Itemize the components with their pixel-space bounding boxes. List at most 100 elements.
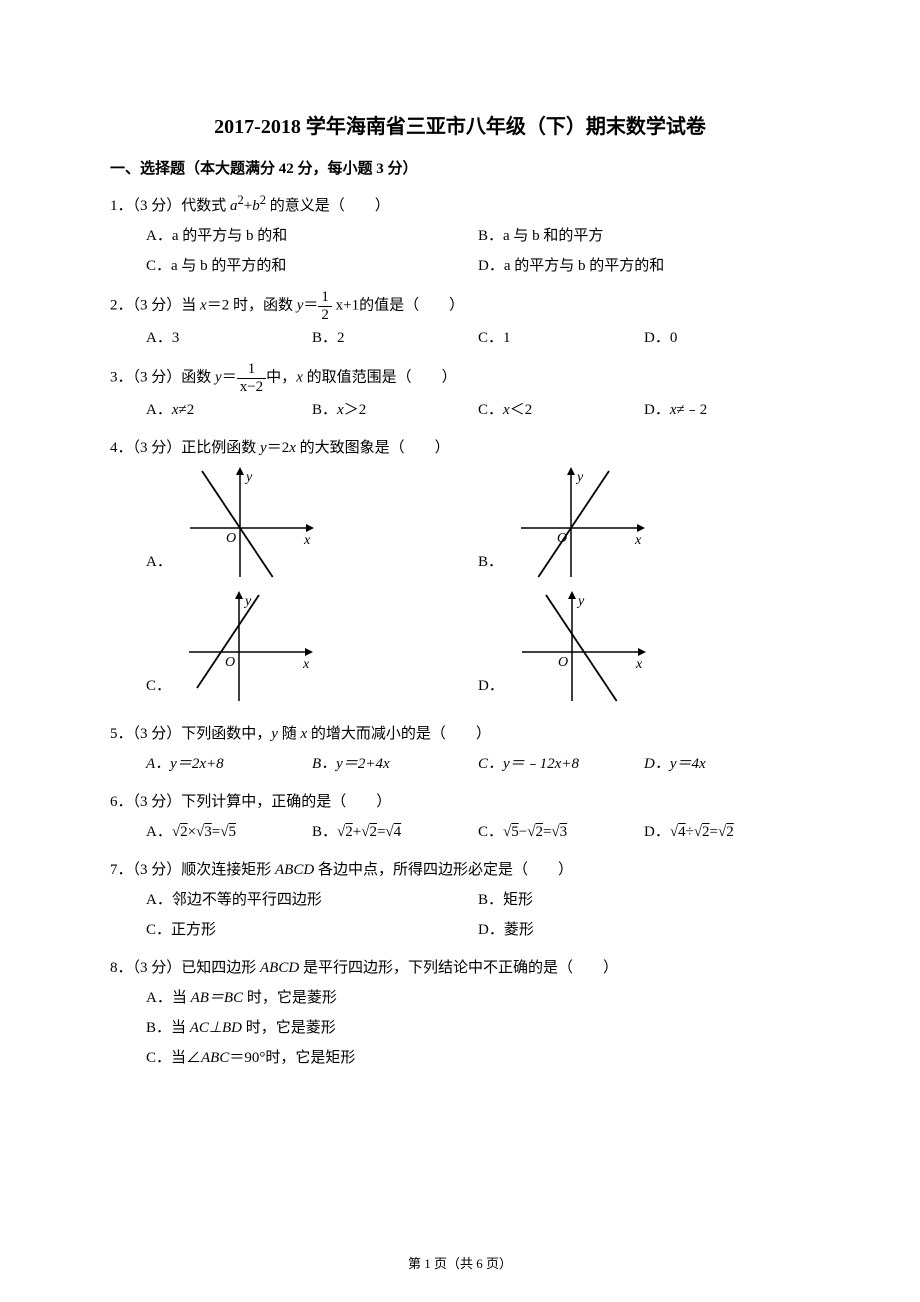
q6-d-pre: D． [644, 824, 670, 840]
q3-y: y [215, 369, 222, 385]
svg-text:y: y [576, 594, 585, 609]
q3-d-post: ≠﹣2 [677, 402, 708, 418]
q5-mid: 随 [278, 726, 301, 742]
q6-b-pre: B． [312, 824, 337, 840]
q8-opt-a: A．当 AB＝BC 时，它是菱形 [146, 983, 810, 1013]
q4-graph-d: yxO [512, 587, 652, 707]
question-4: 4．（3 分）正比例函数 y＝2x 的大致图象是（ ） A． yxO B． yx… [110, 433, 810, 711]
exam-page: 2017-2018 学年海南省三亚市八年级（下）期末数学试卷 一、选择题（本大题… [0, 0, 920, 1302]
q6-d-r: 2 [726, 824, 734, 840]
q1-options: A．a 的平方与 b 的和 B．a 与 b 和的平方 C．a 与 b 的平方的和… [146, 221, 810, 281]
q7-options: A．邻边不等的平行四边形 B．矩形 C．正方形 D．菱形 [146, 885, 810, 945]
q6-c-pre: C． [478, 824, 503, 840]
section-header: 一、选择题（本大题满分 42 分，每小题 3 分） [110, 157, 810, 178]
q7-stem: 7．（3 分）顺次连接矩形 ABCD 各边中点，所得四边形必定是（ ） [110, 855, 810, 885]
q8-c-mid: ABC [201, 1050, 229, 1066]
q6-d-expr: √4÷√2=√2 [670, 824, 734, 840]
q5-pre: 5．（3 分）下列函数中， [110, 726, 271, 742]
q3-a-pre: A． [146, 402, 172, 418]
q3-post: 的取值范围是（ ） [303, 369, 457, 385]
q6-d-l1: 4 [678, 824, 686, 840]
q6-d-l2: 2 [702, 824, 710, 840]
q2-options: A．3 B．2 C．1 D．0 [146, 323, 810, 353]
q4-graphs: A． yxO B． yxO C． yxO D． yxO [146, 463, 810, 711]
q7-opt-c: C．正方形 [146, 915, 478, 945]
q2-x: x [200, 297, 207, 313]
q8-opt-c: C．当∠ABC＝90°时，它是矩形 [146, 1043, 810, 1073]
q7-opt-b: B．矩形 [478, 885, 810, 915]
q3-a-x: x [172, 402, 179, 418]
q7-pre: 7．（3 分）顺次连接矩形 [110, 862, 275, 878]
q6-a-l2: 3 [204, 824, 212, 840]
q8-b-mid: AC⊥BD [190, 1020, 242, 1036]
q2-postfrac: x+1 [332, 297, 359, 313]
svg-text:y: y [575, 470, 584, 485]
q2-stem: 2．（3 分）当 x＝2 时，函数 y＝12 x+1的值是（ ） [110, 289, 810, 323]
q1-pre: 1．（3 分）代数式 [110, 198, 230, 214]
q6-stem: 6．（3 分）下列计算中，正确的是（ ） [110, 787, 810, 817]
q2-opt-b: B．2 [312, 323, 478, 353]
q6-c-expr: √5−√2=√3 [503, 824, 567, 840]
q6-b-r: 4 [394, 824, 402, 840]
q6-b-l2: 2 [369, 824, 377, 840]
q5-stem: 5．（3 分）下列函数中，y 随 x 的增大而减小的是（ ） [110, 719, 810, 749]
q8-b-pre: B．当 [146, 1020, 190, 1036]
q6-b-l1: 2 [345, 824, 353, 840]
svg-text:O: O [225, 655, 235, 670]
q1-a-text: A．a 的平方与 b 的和 [146, 228, 287, 244]
q6-b-op: + [353, 824, 361, 840]
q2-eq2: ＝ [303, 297, 318, 313]
question-3: 3．（3 分）函数 y＝1x−2中，x 的取值范围是（ ） A．x≠2 B．x＞… [110, 361, 810, 425]
page-footer: 第 1 页（共 6 页） [0, 1253, 920, 1272]
q6-b-expr: √2+√2=√4 [337, 824, 401, 840]
q3-b-pre: B． [312, 402, 337, 418]
q3-d-x: x [670, 402, 677, 418]
q2-opt-d: D．0 [644, 323, 810, 353]
q7-opt-a: A．邻边不等的平行四边形 [146, 885, 478, 915]
q3-b-x: x [337, 402, 344, 418]
q4-post: 的大致图象是（ ） [296, 440, 450, 456]
q3-opt-a: A．x≠2 [146, 395, 312, 425]
q4-c-label: C． [146, 671, 171, 701]
q8-c-post: ＝90°时，它是矩形 [229, 1050, 355, 1066]
q6-opt-d: D．√4÷√2=√2 [644, 817, 810, 847]
q4-graph-b: yxO [511, 463, 651, 583]
q7-post: 各边中点，所得四边形必定是（ ） [314, 862, 573, 878]
q8-a-post: 时，它是菱形 [243, 990, 337, 1006]
svg-text:x: x [302, 657, 310, 672]
q3-opt-d: D．x≠﹣2 [644, 395, 810, 425]
q2-frac: 12 [318, 289, 332, 323]
svg-text:y: y [244, 470, 253, 485]
q3-frac: 1x−2 [237, 361, 266, 395]
question-7: 7．（3 分）顺次连接矩形 ABCD 各边中点，所得四边形必定是（ ） A．邻边… [110, 855, 810, 945]
q4-opt-a: A． yxO [146, 463, 478, 583]
q3-c-x: x [503, 402, 510, 418]
q2-eq: ＝2 时，函数 [207, 297, 297, 313]
q7-opt-d: D．菱形 [478, 915, 810, 945]
q8-options: A．当 AB＝BC 时，它是菱形 B．当 AC⊥BD 时，它是菱形 C．当∠AB… [146, 983, 810, 1073]
q2-num: 1 [318, 289, 332, 307]
q3-a-post: ≠2 [179, 402, 195, 418]
q3-mid: 中， [266, 369, 296, 385]
q6-options: A．√2×√3=√5 B．√2+√2=√4 C．√5−√2=√3 D．√4÷√2… [146, 817, 810, 847]
q2-opt-c: C．1 [478, 323, 644, 353]
q3-stem: 3．（3 分）函数 y＝1x−2中，x 的取值范围是（ ） [110, 361, 810, 395]
q4-a-label: A． [146, 547, 172, 577]
q1-d-text: D．a 的平方与 b 的平方的和 [478, 258, 664, 274]
q6-d-op: ÷ [686, 824, 694, 840]
q4-eq: ＝2 [267, 440, 290, 456]
q3-den: x−2 [237, 379, 266, 396]
q6-opt-c: C．√5−√2=√3 [478, 817, 644, 847]
q5-options: A．y＝2x+8 B．y＝2+4x C．y＝﹣12x+8 D．y＝4x [146, 749, 810, 779]
q1-opt-d: D．a 的平方与 b 的平方的和 [478, 251, 810, 281]
q4-y: y [260, 440, 267, 456]
q5-post: 的增大而减小的是（ ） [307, 726, 491, 742]
q1-post: 的意义是（ ） [266, 198, 390, 214]
q6-c-l1: 5 [511, 824, 519, 840]
q4-d-label: D． [478, 671, 504, 701]
q3-b-post: ＞2 [344, 402, 367, 418]
q3-x: x [296, 369, 303, 385]
q1-a: a [230, 198, 238, 214]
q3-eq: ＝ [222, 369, 237, 385]
q3-options: A．x≠2 B．x＞2 C．x＜2 D．x≠﹣2 [146, 395, 810, 425]
